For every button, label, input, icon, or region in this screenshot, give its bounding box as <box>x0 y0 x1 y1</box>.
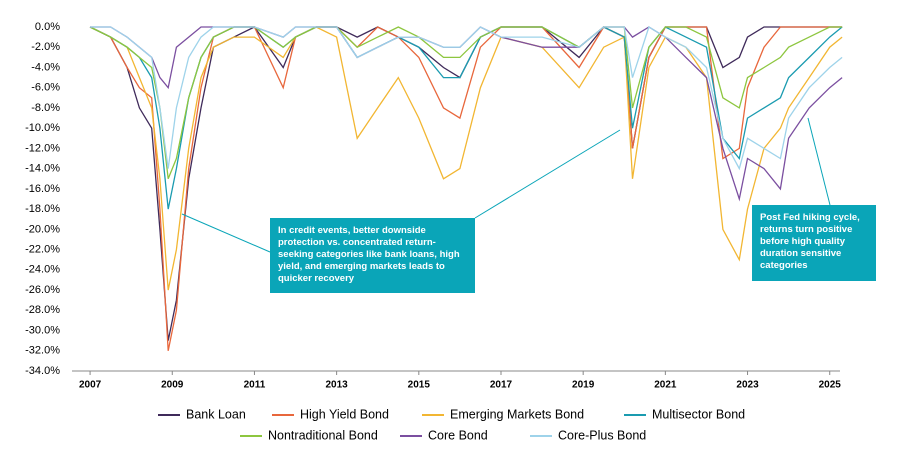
annotation-leader <box>181 213 271 253</box>
x-tick-label: 2009 <box>161 380 184 391</box>
x-tick-label: 2025 <box>819 380 842 391</box>
y-tick-label: -8.0% <box>31 102 60 114</box>
x-tick-label: 2019 <box>572 380 595 391</box>
y-tick-label: -22.0% <box>25 243 60 255</box>
y-tick-label: -20.0% <box>25 223 60 235</box>
legend-label: Core Bond <box>428 428 488 442</box>
y-tick-label: -12.0% <box>25 142 60 154</box>
legend-label: Multisector Bond <box>652 407 745 421</box>
y-tick-label: -14.0% <box>25 163 60 175</box>
series-line <box>89 26 843 180</box>
y-tick-label: 0.0% <box>35 21 60 33</box>
series-line <box>89 26 843 291</box>
y-tick-label: -2.0% <box>31 41 60 53</box>
annotation: Post Fed hiking cycle, returns turn posi… <box>752 205 876 281</box>
y-tick-label: -32.0% <box>25 345 60 357</box>
legend-label: Bank Loan <box>186 407 246 421</box>
y-tick-label: -34.0% <box>25 365 60 377</box>
series-line <box>90 26 843 202</box>
legend-label: Nontraditional Bond <box>268 428 378 442</box>
y-tick-label: -28.0% <box>25 304 60 316</box>
series-line <box>90 26 843 171</box>
y-tick-label: -18.0% <box>25 203 60 215</box>
annotation: In credit events, better downside protec… <box>270 218 475 293</box>
x-tick-label: 2007 <box>79 380 102 391</box>
series-line <box>89 26 843 341</box>
y-tick-label: -16.0% <box>25 183 60 195</box>
y-tick-label: -24.0% <box>25 264 60 276</box>
x-tick-label: 2011 <box>244 380 266 391</box>
legend-label: Emerging Markets Bond <box>450 407 584 421</box>
y-tick-label: -6.0% <box>31 82 60 94</box>
annotation-leader <box>807 117 831 206</box>
x-tick-label: 2015 <box>408 380 431 391</box>
series-line <box>89 26 843 210</box>
legend-label: Core-Plus Bond <box>558 428 646 442</box>
annotation-leader <box>474 129 621 219</box>
x-tick-label: 2021 <box>654 380 677 391</box>
series-line <box>89 26 843 351</box>
y-tick-label: -30.0% <box>25 324 60 336</box>
x-tick-label: 2013 <box>326 380 349 391</box>
y-tick-label: -4.0% <box>31 61 60 73</box>
y-tick-label: -26.0% <box>25 284 60 296</box>
x-tick-label: 2023 <box>736 380 759 391</box>
y-tick-label: -10.0% <box>25 122 60 134</box>
x-tick-label: 2017 <box>490 380 513 391</box>
legend-label: High Yield Bond <box>300 407 389 421</box>
